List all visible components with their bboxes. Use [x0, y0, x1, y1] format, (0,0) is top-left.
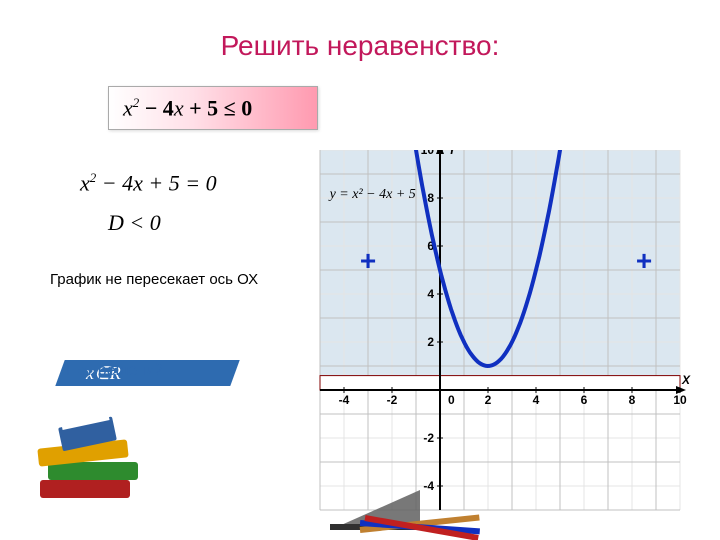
tools-decoration [300, 480, 500, 540]
discriminant-line: D < 0 [108, 210, 161, 236]
chart: -4-2246810-4-22468100XY++y = x² − 4x + 5 [300, 150, 700, 510]
graph-note: График не пересекает ось ОХ [50, 270, 260, 290]
svg-text:+: + [636, 245, 652, 276]
svg-text:-2: -2 [423, 431, 434, 445]
svg-text:8: 8 [427, 191, 434, 205]
inequality-expr: x2 − 4x + 5 ≤ 0 [123, 95, 252, 121]
svg-text:10: 10 [421, 150, 435, 157]
svg-text:-2: -2 [387, 393, 398, 407]
svg-text:4: 4 [427, 287, 434, 301]
chart-svg: -4-2246810-4-22468100XY++y = x² − 4x + 5 [300, 150, 700, 520]
svg-text:X: X [681, 373, 691, 387]
svg-text:6: 6 [581, 393, 588, 407]
svg-text:2: 2 [485, 393, 492, 407]
svg-text:0: 0 [448, 393, 455, 407]
books-decoration [20, 410, 170, 530]
svg-text:-4: -4 [339, 393, 350, 407]
svg-text:+: + [360, 245, 376, 276]
svg-text:y = x² − 4x + 5: y = x² − 4x + 5 [328, 187, 416, 202]
svg-text:4: 4 [533, 393, 540, 407]
svg-text:10: 10 [673, 393, 687, 407]
svg-text:2: 2 [427, 335, 434, 349]
no-solution-label: Нет решений [66, 362, 164, 380]
svg-text:8: 8 [629, 393, 636, 407]
page-title: Решить неравенство: [0, 30, 720, 62]
svg-text:Y: Y [448, 150, 457, 157]
equation-line: x2 − 4x + 5 = 0 [80, 170, 217, 196]
inequality-box: x2 − 4x + 5 ≤ 0 [108, 86, 318, 130]
